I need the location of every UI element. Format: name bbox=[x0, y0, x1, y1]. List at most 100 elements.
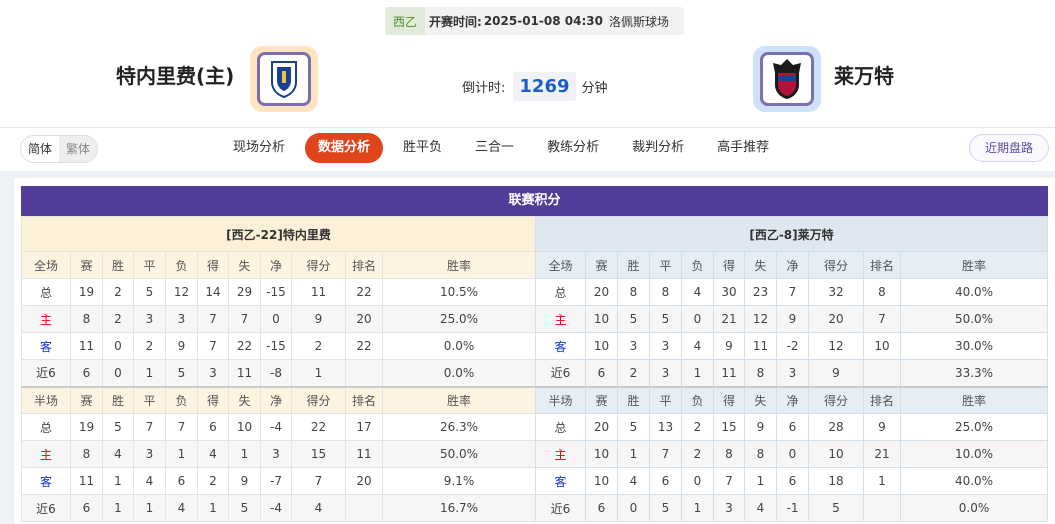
table-cell: -4 bbox=[260, 413, 292, 441]
table-cell: 19 bbox=[70, 413, 103, 441]
lang-simplified[interactable]: 简体 bbox=[21, 136, 60, 162]
table-cell: 22 bbox=[345, 332, 383, 360]
column-header: 胜率 bbox=[900, 251, 1048, 279]
table-cell: 22 bbox=[228, 332, 261, 360]
table-cell: 0 bbox=[102, 359, 134, 387]
levante-crest-icon bbox=[773, 59, 801, 99]
home-team-name[interactable]: 特内里费(主) bbox=[116, 64, 235, 88]
row-label: 客 bbox=[21, 467, 71, 495]
table-cell: 7 bbox=[197, 332, 229, 360]
tab-6[interactable]: 高手推荐 bbox=[717, 140, 770, 155]
table-cell: 20 bbox=[585, 278, 618, 306]
column-header: 平 bbox=[133, 385, 166, 414]
column-header: 得 bbox=[713, 251, 745, 279]
away-team-logo[interactable] bbox=[753, 46, 821, 112]
column-header: 净 bbox=[260, 385, 292, 414]
table-cell: 6 bbox=[165, 467, 198, 495]
table-cell: 7 bbox=[228, 305, 261, 333]
table-cell: 20 bbox=[345, 305, 383, 333]
table-row: 主 8 2 3 3 7 7 0 9 20 25.0% bbox=[21, 305, 536, 333]
column-header: 失 bbox=[744, 251, 777, 279]
table-cell: 3 bbox=[617, 332, 650, 360]
table-cell: 5 bbox=[228, 494, 261, 522]
column-header: 赛 bbox=[585, 385, 618, 414]
column-header: 排名 bbox=[863, 251, 901, 279]
table-cell: 1 bbox=[133, 494, 166, 522]
lang-traditional[interactable]: 繁体 bbox=[59, 136, 98, 162]
league-badge[interactable]: 西乙 bbox=[385, 7, 425, 35]
team-caption-row: [西乙-22]特内里费 bbox=[21, 216, 536, 252]
row-label: 总 bbox=[21, 278, 71, 306]
row-label: 主 bbox=[535, 305, 586, 333]
table-cell: 2 bbox=[197, 467, 229, 495]
table-cell: 20 bbox=[345, 467, 383, 495]
column-header: 得分 bbox=[291, 385, 346, 414]
table-cell: 7 bbox=[863, 305, 901, 333]
countdown-label: 倒计时: bbox=[462, 81, 506, 96]
table-row: 总 19 5 7 7 6 10 -4 22 17 26.3% bbox=[21, 413, 536, 441]
table-cell: 10 bbox=[863, 332, 901, 360]
table-cell: 4 bbox=[133, 467, 166, 495]
table-cell: 1 bbox=[133, 359, 166, 387]
tab-3[interactable]: 三合一 bbox=[475, 140, 515, 155]
home-standings-table: [西乙-22]特内里费 全场赛胜平负得失净得分 排名 胜率总 19 2 5 12 14 29 -15… bbox=[21, 216, 536, 522]
column-header: 胜 bbox=[617, 251, 650, 279]
section-title: 联赛积分 bbox=[21, 186, 1048, 216]
column-header: 净 bbox=[260, 251, 292, 279]
table-cell: 6 bbox=[776, 467, 809, 495]
table-cell: 8 bbox=[70, 305, 103, 333]
row-label: 近6 bbox=[535, 359, 586, 387]
tab-0[interactable]: 现场分析 bbox=[233, 140, 286, 155]
table-cell: 10.5% bbox=[382, 278, 536, 306]
kickoff-label: 开赛时间: bbox=[429, 14, 482, 29]
table-cell: 32 bbox=[808, 278, 864, 306]
table-cell: 29 bbox=[228, 278, 261, 306]
recent-odds-button[interactable]: 近期盘路 bbox=[968, 134, 1049, 162]
column-header: 胜 bbox=[102, 251, 134, 279]
row-label: 客 bbox=[21, 332, 71, 360]
table-cell: 8 bbox=[744, 359, 777, 387]
table-cell: 9 bbox=[228, 467, 261, 495]
tab-2[interactable]: 胜平负 bbox=[403, 140, 443, 155]
table-cell: 0 bbox=[681, 467, 714, 495]
table-cell: 9 bbox=[713, 332, 745, 360]
table-cell: 1 bbox=[863, 467, 901, 495]
column-header: 负 bbox=[681, 251, 714, 279]
column-header: 赛 bbox=[70, 385, 103, 414]
table-cell: 2 bbox=[133, 332, 166, 360]
table-cell: 3 bbox=[649, 332, 682, 360]
table-cell: 6 bbox=[585, 494, 618, 522]
table-cell: 16.7% bbox=[382, 494, 536, 522]
column-header: 赛 bbox=[585, 251, 618, 279]
table-cell: 1 bbox=[291, 359, 346, 387]
countdown: 倒计时: 1269 分钟 bbox=[462, 72, 608, 101]
countdown-unit: 分钟 bbox=[581, 81, 608, 96]
table-cell: 2 bbox=[291, 332, 346, 360]
column-header: 平 bbox=[649, 385, 682, 414]
table-row: 近6 6 1 1 4 1 5 -4 4 16.7% bbox=[21, 494, 536, 522]
table-cell: 17 bbox=[345, 413, 383, 441]
tab-4[interactable]: 教练分析 bbox=[547, 140, 600, 155]
table-row: 总 20 5 13 2 15 9 6 28 9 25.0% bbox=[535, 413, 1048, 441]
table-cell: 1 bbox=[165, 440, 198, 468]
column-header: 胜 bbox=[617, 385, 650, 414]
table-cell: 3 bbox=[649, 359, 682, 387]
table-cell: 3 bbox=[776, 359, 809, 387]
table-cell: 4 bbox=[744, 494, 777, 522]
away-team-name[interactable]: 莱万特 bbox=[834, 64, 894, 88]
tab-1[interactable]: 数据分析 bbox=[305, 133, 384, 163]
home-team-logo[interactable] bbox=[250, 46, 318, 112]
table-row: 近6 6 2 3 1 11 8 3 9 33.3% bbox=[535, 359, 1048, 387]
column-header: 负 bbox=[165, 251, 198, 279]
table-cell: 8 bbox=[70, 440, 103, 468]
tab-5[interactable]: 裁判分析 bbox=[632, 140, 685, 155]
header-row: 全场赛胜平负得失净得分 排名 胜率 bbox=[21, 251, 536, 279]
table-cell: 25.0% bbox=[382, 305, 536, 333]
table-cell: 21 bbox=[713, 305, 745, 333]
table-cell: 1 bbox=[228, 440, 261, 468]
match-info-bar: 西乙 开赛时间: 2025-01-08 04:30 洛佩斯球场 bbox=[385, 7, 684, 35]
table-cell: 3 bbox=[713, 494, 745, 522]
column-header: 胜 bbox=[102, 385, 134, 414]
table-cell: 0 bbox=[260, 305, 292, 333]
away-standings-table: [西乙-8]莱万特 全场赛胜平负得失净得分 排名 胜率总 20 8 8 4 30 23 7 32 8 40… bbox=[535, 216, 1048, 522]
